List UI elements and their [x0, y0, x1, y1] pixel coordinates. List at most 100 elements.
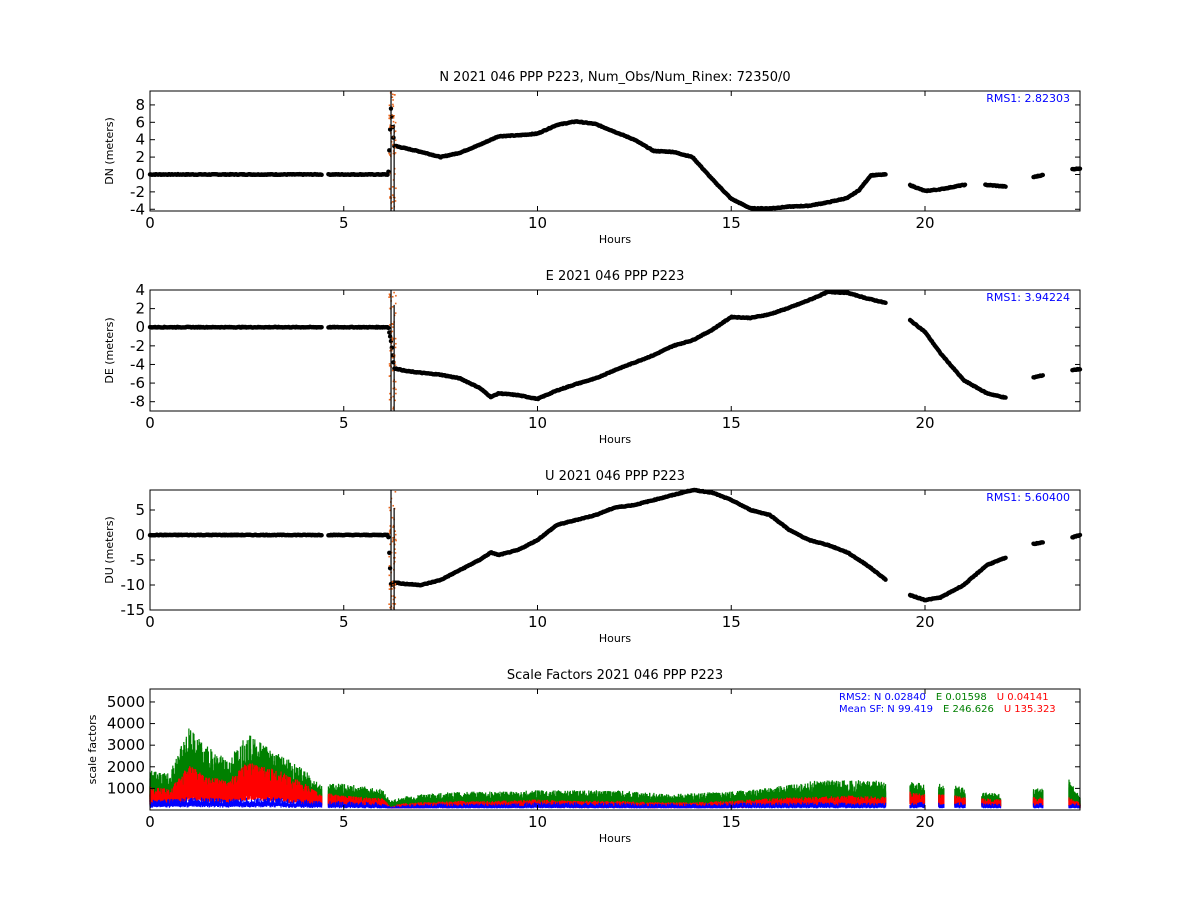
- data-point: [319, 172, 324, 178]
- outlier-point: [392, 126, 394, 128]
- y-tick-label: 4: [135, 131, 145, 149]
- y-tick-label: -4: [130, 200, 145, 218]
- chart-title: N 2021 046 PPP P223, Num_Obs/Num_Rinex: …: [439, 70, 790, 85]
- outlier-point: [394, 380, 397, 383]
- outlier-point: [389, 172, 392, 175]
- outlier-point: [391, 516, 394, 519]
- y-axis-label: DE (meters): [103, 317, 116, 383]
- y-tick-label: -6: [130, 374, 145, 392]
- outlier-point: [391, 356, 394, 359]
- chart-panel-1: N 2021 046 PPP P223, Num_Obs/Num_Rinex: …: [103, 70, 1083, 246]
- chart-title: Scale Factors 2021 046 PPP P223: [507, 668, 723, 683]
- outlier-point: [392, 105, 395, 108]
- data-point: [386, 169, 391, 174]
- x-tick-label: 20: [915, 214, 934, 232]
- outlier-point: [388, 530, 391, 532]
- outlier-point: [389, 197, 391, 199]
- outlier-points: [388, 291, 397, 410]
- outlier-point: [394, 346, 397, 349]
- outlier-point: [391, 96, 394, 98]
- x-tick-label: 15: [722, 214, 741, 232]
- outlier-point: [389, 154, 391, 156]
- outlier-point: [392, 326, 394, 328]
- outlier-point: [394, 152, 397, 154]
- data-point: [883, 300, 888, 306]
- x-tick-label: 10: [528, 414, 547, 432]
- chart-title: E 2021 046 PPP P223: [546, 269, 685, 284]
- outlier-point: [394, 583, 397, 585]
- outlier-point: [394, 538, 397, 541]
- data-point: [319, 325, 324, 330]
- y-tick-label: 0: [135, 318, 145, 336]
- data-point: [387, 330, 392, 335]
- outlier-point: [388, 365, 391, 367]
- data-point: [1040, 172, 1046, 178]
- outlier-point: [393, 291, 395, 294]
- y-axis-label: DU (meters): [103, 516, 116, 583]
- data-points: [147, 289, 1083, 411]
- outlier-point: [391, 201, 394, 203]
- outlier-point: [392, 120, 395, 123]
- outlier-point: [389, 188, 391, 190]
- x-tick-label: 10: [528, 613, 547, 631]
- outlier-point: [388, 603, 390, 606]
- x-axis-label: Hours: [599, 233, 631, 246]
- data-point: [1003, 184, 1008, 189]
- outlier-point: [394, 146, 396, 149]
- outlier-point: [394, 200, 397, 202]
- outlier-point: [394, 490, 397, 493]
- outlier-point: [394, 139, 397, 142]
- y-tick-label: -8: [130, 393, 145, 411]
- outlier-point: [389, 124, 392, 126]
- plot-frame: [149, 90, 1081, 212]
- y-tick-label: 6: [135, 113, 145, 131]
- outlier-point: [391, 93, 394, 96]
- outlier-point: [388, 398, 391, 401]
- y-tick-label: -2: [130, 337, 145, 355]
- outlier-point: [394, 337, 397, 340]
- data-point: [1040, 373, 1046, 378]
- x-tick-label: 15: [722, 613, 741, 631]
- y-tick-label: -15: [121, 601, 146, 619]
- y-tick-label: 8: [135, 96, 145, 114]
- outlier-point: [388, 104, 391, 107]
- outlier-point: [394, 173, 396, 175]
- x-axis-label: Hours: [599, 832, 631, 845]
- outlier-point: [394, 130, 397, 132]
- y-tick-label: -10: [121, 576, 146, 594]
- x-tick-label: 20: [915, 414, 934, 432]
- outlier-point: [388, 363, 391, 365]
- y-tick-label: 2: [135, 300, 145, 318]
- outlier-point: [391, 369, 394, 372]
- outlier-point: [391, 186, 394, 188]
- outlier-point: [394, 364, 397, 366]
- data-point: [386, 534, 391, 540]
- y-axis-label: scale factors: [86, 714, 99, 784]
- x-tick-label: 5: [339, 414, 349, 432]
- outlier-points: [388, 490, 397, 609]
- y-tick-label: -2: [130, 183, 145, 201]
- outlier-point: [393, 94, 396, 96]
- y-tick-label: -4: [130, 355, 145, 373]
- outlier-point: [388, 117, 390, 120]
- y-tick-label: 2: [135, 148, 145, 166]
- outlier-point: [391, 540, 394, 543]
- x-tick-label: 0: [145, 414, 155, 432]
- x-tick-label: 0: [145, 613, 155, 631]
- outlier-point: [391, 306, 394, 308]
- y-tick-label: 0: [135, 526, 145, 544]
- outlier-point: [392, 103, 394, 106]
- outlier-point: [388, 114, 391, 117]
- outlier-point: [390, 140, 393, 143]
- outlier-point: [392, 504, 394, 507]
- data-point: [1040, 540, 1046, 545]
- outlier-point: [393, 115, 395, 117]
- outlier-point: [391, 295, 394, 298]
- outlier-point: [394, 121, 397, 124]
- outlier-point: [392, 143, 394, 146]
- data-point: [1003, 555, 1008, 560]
- outlier-point: [394, 312, 397, 314]
- outlier-point: [392, 117, 395, 119]
- outlier-point: [389, 126, 391, 129]
